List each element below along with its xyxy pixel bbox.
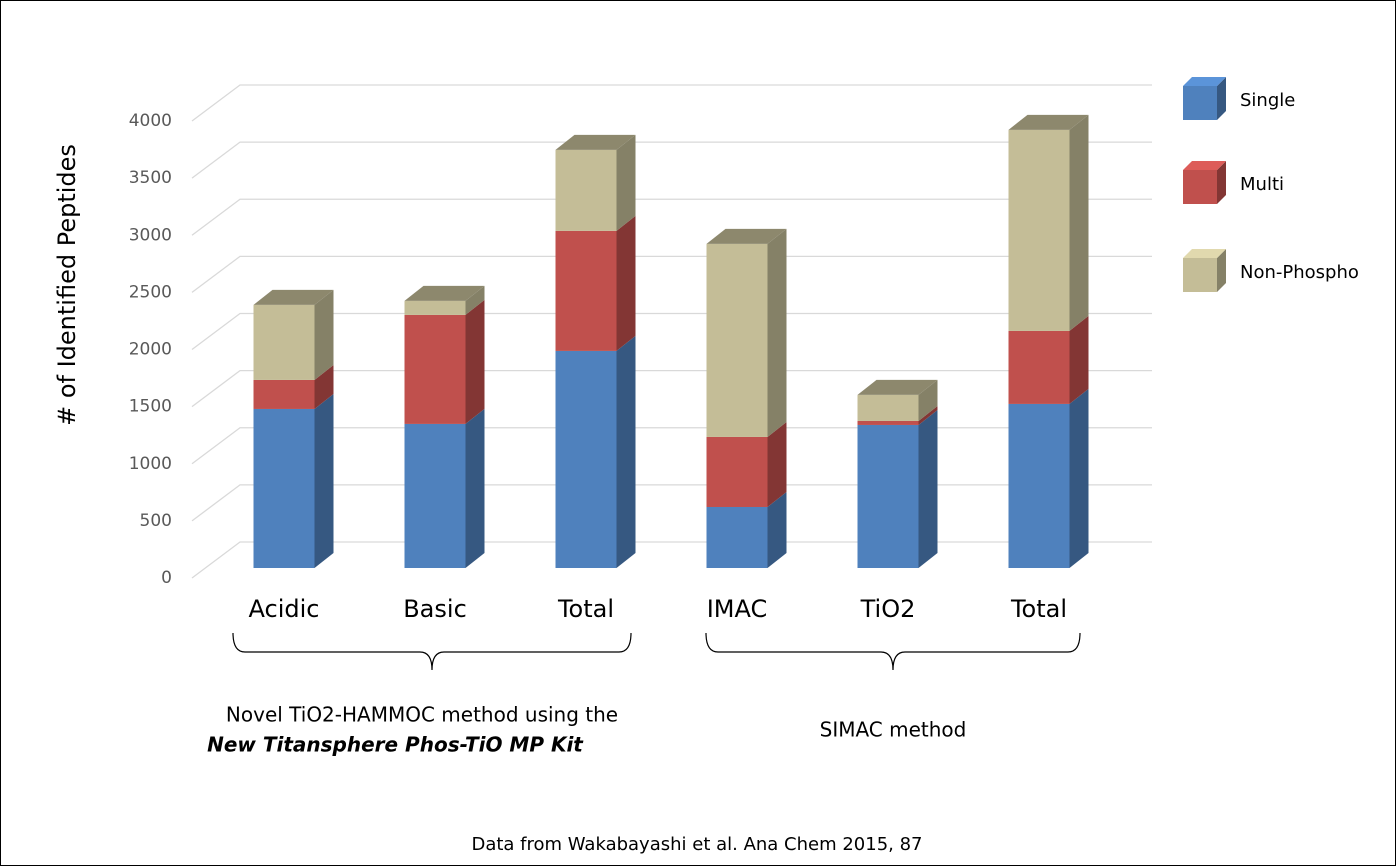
bar-side [314, 289, 334, 380]
bar-side [918, 409, 938, 568]
x-tick-label: Basic [403, 595, 467, 623]
legend-swatch-side [1217, 249, 1226, 292]
bar-segment [1008, 129, 1070, 331]
bar-top [706, 228, 787, 244]
bar-segment [555, 149, 617, 231]
y-tick-label: 3500 [129, 168, 172, 188]
bar-segment [253, 408, 315, 568]
y-tick-label: 2000 [129, 340, 172, 360]
bar-side [1069, 315, 1089, 404]
bar-segment [253, 379, 315, 409]
bar-segment [253, 304, 315, 380]
bar-segment [555, 350, 617, 568]
legend-swatch [1183, 258, 1217, 292]
y-tick-label: 1000 [129, 454, 172, 474]
grid-line [191, 427, 1152, 465]
bar-top [1008, 114, 1089, 130]
y-tick-label: 4000 [129, 111, 172, 131]
bar-side [314, 364, 334, 409]
bar-segment [555, 230, 617, 351]
bar-side [1069, 114, 1089, 331]
bar-segment [1008, 330, 1070, 404]
x-tick-label: Total [1010, 595, 1067, 623]
y-tick-label: 2500 [129, 282, 172, 302]
bar-side [616, 335, 636, 568]
x-tick-label: IMAC [707, 595, 768, 623]
bar-side [465, 285, 485, 315]
bar-top [253, 289, 334, 305]
bar-segment [1008, 403, 1070, 568]
bar-side [918, 379, 938, 421]
legend-swatch [1183, 86, 1217, 120]
bar-segment [706, 243, 768, 437]
y-axis-label: # of Identified Peptides [53, 144, 81, 426]
group-label-emphasis: New Titansphere Phos-TiO MP Kit [207, 733, 584, 757]
legend-swatch-side [1217, 161, 1226, 204]
bar-segment [857, 424, 919, 568]
group-label: Novel TiO2-HAMMOC method using the [226, 703, 618, 727]
grid-line [191, 84, 1152, 122]
y-tick-label: 0 [161, 568, 172, 588]
legend-label: Non-Phospho [1240, 262, 1359, 283]
legend-swatch-top [1183, 249, 1226, 258]
grid-line [191, 484, 1152, 522]
source-note: Data from Wakabayashi et al. Ana Chem 20… [471, 834, 922, 855]
bar-side [616, 134, 636, 231]
x-tick-label: Total [557, 595, 614, 623]
bar-side [314, 393, 334, 568]
bar-segment [404, 423, 466, 568]
grid-line [191, 141, 1152, 179]
bar-segment [857, 394, 919, 421]
y-tick-label: 3000 [129, 225, 172, 245]
y-tick-label: 500 [140, 511, 172, 531]
bar-side [767, 228, 787, 437]
y-tick-label: 1500 [129, 397, 172, 417]
grid-line [191, 255, 1152, 293]
legend-swatch-side [1217, 77, 1226, 120]
x-tick-label: TiO2 [860, 595, 916, 623]
bar-side [465, 299, 485, 424]
x-tick-label: Acidic [249, 595, 320, 623]
bar-segment [404, 300, 466, 315]
bar-top [555, 134, 636, 150]
grid-line [191, 312, 1152, 351]
bar-segment [857, 420, 919, 425]
bar-top [857, 379, 938, 395]
bar-side [767, 421, 787, 507]
bar-segment [404, 314, 466, 424]
bar-side [918, 405, 938, 425]
group-brace [705, 632, 1081, 671]
group-brace [232, 632, 632, 671]
legend-swatch-top [1183, 161, 1226, 170]
legend-label: Multi [1240, 174, 1284, 195]
grid-line [191, 541, 1152, 579]
bar-segment [706, 506, 768, 568]
bar-side [1069, 388, 1089, 568]
bar-segment [706, 436, 768, 507]
bar-side [616, 215, 636, 351]
legend-swatch-top [1183, 77, 1226, 86]
legend-label: Single [1240, 90, 1295, 111]
group-label: SIMAC method [820, 718, 967, 742]
legend-swatch [1183, 170, 1217, 204]
bar-top [404, 285, 485, 301]
bar-side [767, 491, 787, 568]
grid-line [191, 198, 1152, 236]
grid-line [191, 369, 1152, 408]
bar-side [465, 408, 485, 568]
